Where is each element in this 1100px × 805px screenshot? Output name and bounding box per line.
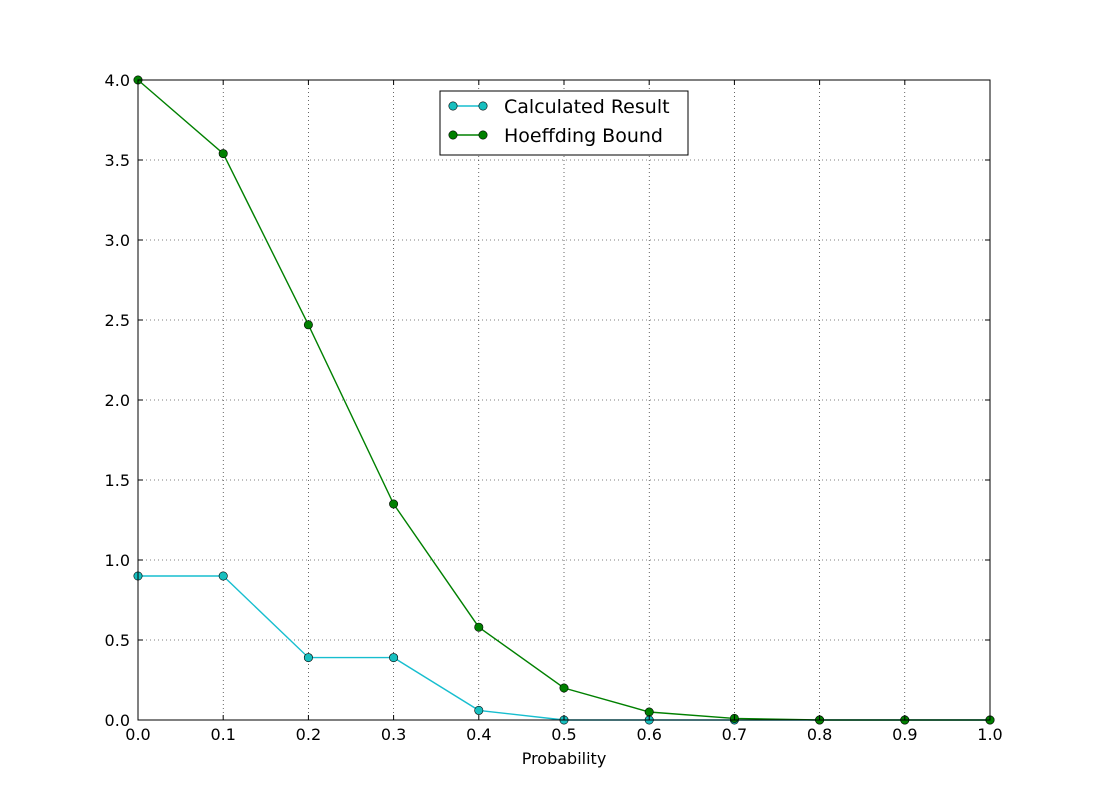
legend-entry: Calculated Result: [448, 96, 670, 118]
x-tick-label: 0.2: [296, 725, 321, 744]
y-tick-label: 2.5: [105, 311, 130, 330]
legend-label: Calculated Result: [504, 96, 670, 118]
y-tick-label: 4.0: [105, 71, 130, 90]
data-point: [389, 499, 399, 509]
x-tick-label: 0.5: [551, 725, 576, 744]
y-tick-label: 0.0: [105, 711, 130, 730]
x-tick-label: 1.0: [977, 725, 1002, 744]
y-tick-label: 1.5: [105, 471, 130, 490]
legend-entry: Hoeffding Bound: [448, 125, 663, 147]
data-point: [303, 320, 313, 330]
data-point: [218, 149, 228, 159]
data-point: [559, 683, 569, 693]
y-tick-label: 1.0: [105, 551, 130, 570]
legend-label: Hoeffding Bound: [504, 125, 663, 147]
x-tick-label: 0.1: [210, 725, 235, 744]
x-tick-label: 0.9: [892, 725, 917, 744]
x-tick-label: 0.6: [636, 725, 661, 744]
data-point: [303, 653, 313, 663]
x-tick-label: 0.3: [381, 725, 406, 744]
y-tick-label: 2.0: [105, 391, 130, 410]
legend: Calculated Result Hoeffding Bound: [439, 90, 689, 156]
x-tick-label: 0.7: [722, 725, 747, 744]
legend-marker: [448, 101, 458, 111]
data-point: [474, 622, 484, 632]
data-point: [644, 707, 654, 717]
legend-marker: [448, 130, 458, 140]
x-tick-label: 0.8: [807, 725, 832, 744]
axis-ticks: 0.0 0.1 0.2 0.3 0.4 0.5 0.6 0.7 0.8 0.9 1.0 0.0 0.5 1…: [105, 71, 1003, 744]
legend-marker: [478, 130, 488, 140]
x-axis-label: Probability: [522, 749, 607, 768]
data-point: [389, 653, 399, 663]
data-point: [218, 571, 228, 581]
x-tick-label: 0.4: [466, 725, 491, 744]
x-tick-label: 0.0: [125, 725, 150, 744]
legend-marker: [478, 101, 488, 111]
y-tick-label: 3.0: [105, 231, 130, 250]
y-tick-label: 0.5: [105, 631, 130, 650]
legend-box: [439, 90, 689, 156]
data-point: [474, 705, 484, 715]
y-tick-label: 3.5: [105, 151, 130, 170]
